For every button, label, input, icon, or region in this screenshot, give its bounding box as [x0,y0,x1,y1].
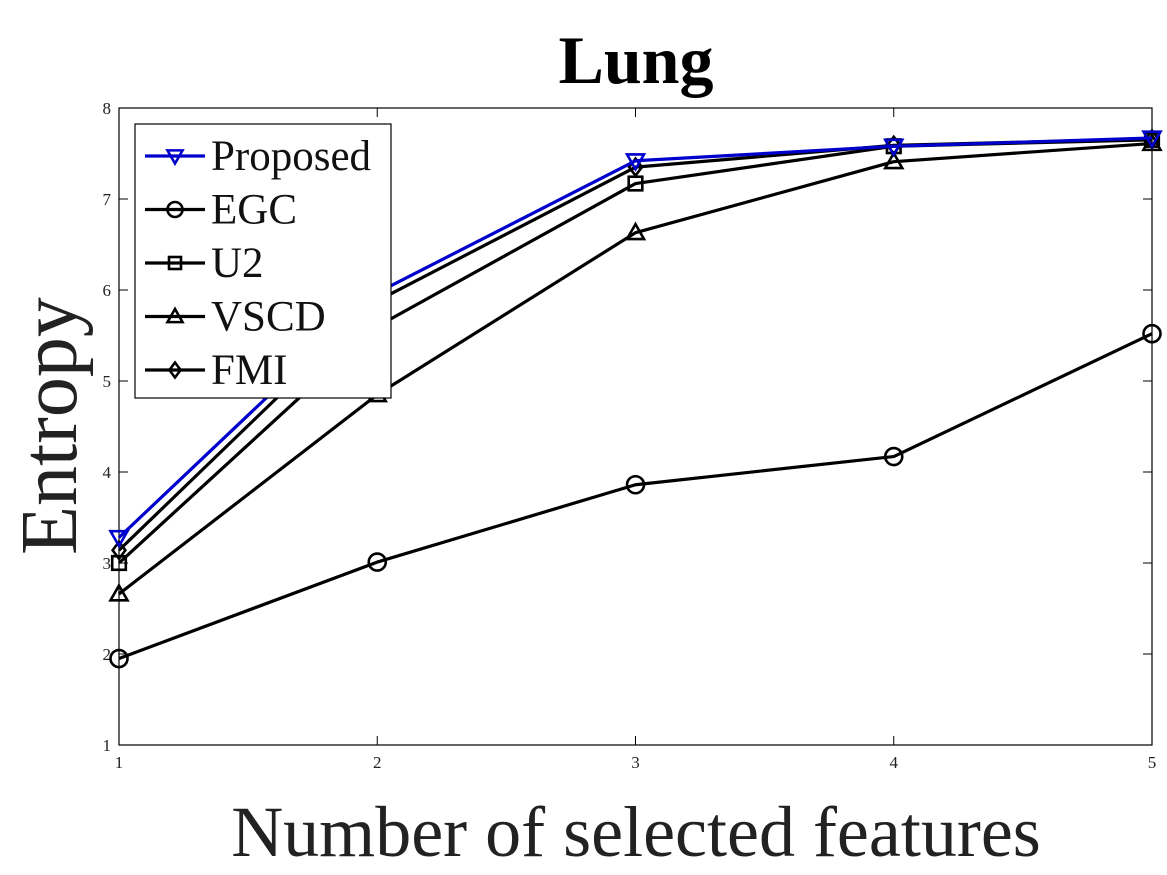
legend-item: Proposed [145,133,371,180]
triangle-up-marker [624,221,647,241]
y-tick-label: 1 [103,736,112,755]
y-tick-label: 4 [103,463,112,482]
x-tick-label: 4 [890,753,899,772]
x-tick-label: 1 [115,753,124,772]
y-tick-label: 5 [103,372,112,391]
triangle-up-marker [108,582,130,602]
diamond-marker [167,360,183,380]
triangle-down-marker [165,149,185,167]
legend-label: EGC [211,187,297,234]
diamond-marker [111,539,127,561]
legend-label: FMI [211,347,287,394]
y-tick-label: 8 [103,99,112,118]
triangle-up-marker [165,306,185,324]
x-tick-label: 2 [373,753,382,772]
legend-label: VSCD [211,294,326,341]
y-tick-label: 2 [103,645,112,664]
circle-marker [166,200,184,219]
square-marker [110,554,128,572]
x-axis-label: Number of selected features [231,792,1041,872]
legend-item: VSCD [145,294,326,341]
legend-box [134,123,392,399]
series-line [118,332,1153,661]
legend-label: U2 [211,240,264,287]
x-tick-label: 5 [1148,753,1157,772]
square-marker [167,255,183,271]
y-tick-label: 7 [103,190,112,209]
circle-marker [109,648,129,669]
y-axis-label: Entropy [6,297,94,555]
circle-marker [367,552,388,572]
legend-item: U2 [145,240,264,287]
legend-item: EGC [145,187,297,234]
series-line [118,141,1153,596]
circle-marker [1142,323,1162,344]
y-tick-label: 3 [103,554,112,573]
series-egc [109,323,1162,669]
triangle-down-marker [624,153,647,172]
y-tick-label: 6 [103,281,112,300]
legend-item: FMI [145,347,287,394]
triangle-down-marker [883,138,905,158]
legend: Proposed EGC U2 VSCD FMI [134,123,392,399]
circle-marker [625,474,646,495]
axes: 1 2 3 4 5 1 2 3 4 5 6 7 8 [103,99,1157,772]
chart-title: Lung [559,22,714,98]
x-tick-label: 3 [631,753,640,772]
legend-label: Proposed [211,133,371,180]
triangle-down-marker [1141,130,1163,150]
circle-marker [883,446,904,467]
triangle-down-marker [108,529,130,549]
triangle-up-marker [883,150,905,170]
